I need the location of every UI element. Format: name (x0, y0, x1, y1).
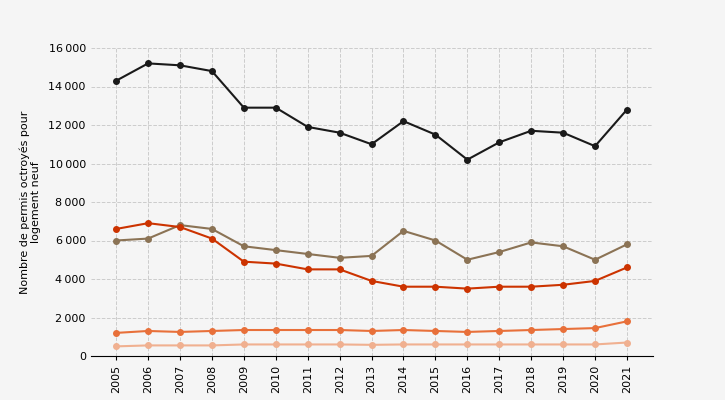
Total des logements (559, 130, 568, 135)
Total des logements (112, 78, 120, 83)
Total des logements (399, 119, 408, 124)
Total des logements (463, 157, 472, 162)
Total des logements (271, 105, 280, 110)
Maisons 3 façades (463, 330, 472, 334)
Appartements (239, 244, 248, 249)
Line: Maisons 4 façades: Maisons 4 façades (113, 220, 630, 292)
Maisons 2 façades (591, 342, 600, 347)
Maisons 4 façades (207, 236, 216, 241)
Maisons 4 façades (591, 278, 600, 283)
Maisons 3 façades (431, 328, 440, 333)
Maisons 4 façades (239, 259, 248, 264)
Maisons 4 façades (144, 221, 152, 226)
Total des logements (239, 105, 248, 110)
Maisons 3 façades (591, 326, 600, 330)
Maisons 4 façades (527, 284, 536, 289)
Maisons 4 façades (495, 284, 504, 289)
Line: Total des logements: Total des logements (113, 61, 630, 162)
Total des logements (335, 130, 344, 135)
Maisons 2 façades (144, 343, 152, 348)
Maisons 3 façades (144, 328, 152, 333)
Total des logements (144, 61, 152, 66)
Total des logements (303, 124, 312, 129)
Line: Maisons 2 façades: Maisons 2 façades (113, 340, 630, 349)
Maisons 2 façades (623, 340, 631, 345)
Maisons 3 façades (239, 328, 248, 332)
Appartements (591, 257, 600, 262)
Total des logements (207, 69, 216, 74)
Maisons 2 façades (527, 342, 536, 347)
Total des logements (623, 107, 631, 112)
Line: Maisons 3 façades: Maisons 3 façades (113, 318, 630, 336)
Line: Appartements: Appartements (113, 222, 630, 262)
Appartements (431, 238, 440, 243)
Maisons 2 façades (367, 342, 376, 347)
Maisons 4 façades (463, 286, 472, 291)
Appartements (175, 223, 184, 228)
Appartements (623, 242, 631, 247)
Maisons 2 façades (559, 342, 568, 347)
Maisons 4 façades (303, 267, 312, 272)
Total des logements (495, 140, 504, 145)
Maisons 3 façades (175, 330, 184, 334)
Y-axis label: Nombre de permis octroyés pour
logement neuf: Nombre de permis octroyés pour logement … (20, 110, 41, 294)
Maisons 2 façades (431, 342, 440, 347)
Maisons 3 façades (623, 319, 631, 324)
Maisons 4 façades (367, 278, 376, 283)
Appartements (559, 244, 568, 249)
Appartements (207, 226, 216, 231)
Maisons 3 façades (559, 327, 568, 332)
Maisons 4 façades (399, 284, 408, 289)
Appartements (495, 250, 504, 254)
Maisons 4 façades (175, 225, 184, 230)
Maisons 3 façades (495, 328, 504, 333)
Maisons 2 façades (207, 343, 216, 348)
Maisons 4 façades (623, 265, 631, 270)
Appartements (399, 228, 408, 233)
Total des logements (175, 63, 184, 68)
Maisons 2 façades (112, 344, 120, 349)
Maisons 2 façades (495, 342, 504, 347)
Maisons 2 façades (175, 343, 184, 348)
Maisons 3 façades (335, 328, 344, 332)
Total des logements (431, 132, 440, 137)
Maisons 2 façades (271, 342, 280, 347)
Maisons 4 façades (335, 267, 344, 272)
Appartements (367, 254, 376, 258)
Maisons 2 façades (335, 342, 344, 347)
Maisons 3 façades (527, 328, 536, 332)
Maisons 2 façades (239, 342, 248, 347)
Appartements (527, 240, 536, 245)
Appartements (303, 252, 312, 256)
Appartements (335, 256, 344, 260)
Appartements (271, 248, 280, 252)
Appartements (463, 257, 472, 262)
Maisons 3 façades (207, 328, 216, 333)
Total des logements (367, 142, 376, 147)
Maisons 2 façades (463, 342, 472, 347)
Maisons 4 façades (271, 261, 280, 266)
Maisons 2 façades (303, 342, 312, 347)
Maisons 3 façades (303, 328, 312, 332)
Maisons 4 façades (112, 226, 120, 231)
Total des logements (527, 128, 536, 133)
Maisons 3 façades (399, 328, 408, 332)
Maisons 3 façades (271, 328, 280, 332)
Appartements (112, 238, 120, 243)
Appartements (144, 236, 152, 241)
Maisons 4 façades (431, 284, 440, 289)
Total des logements (591, 144, 600, 148)
Maisons 3 façades (367, 328, 376, 333)
Maisons 3 façades (112, 330, 120, 335)
Maisons 4 façades (559, 282, 568, 287)
Maisons 2 façades (399, 342, 408, 347)
